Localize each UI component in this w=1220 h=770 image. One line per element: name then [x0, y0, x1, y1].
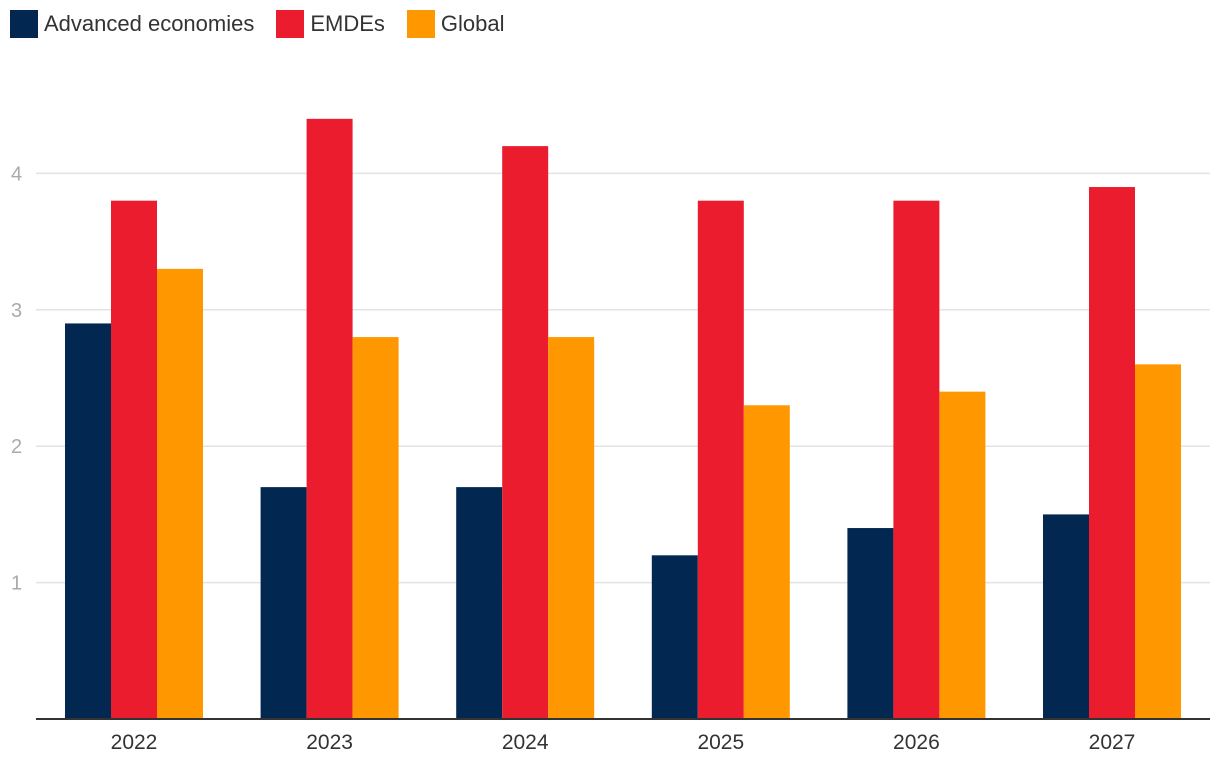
legend-label-advanced-economies: Advanced economies	[44, 11, 255, 36]
y-tick-label: 2	[11, 436, 22, 458]
x-tick-label: 2027	[1089, 731, 1136, 754]
y-tick-label: 3	[11, 300, 22, 322]
bar-advanced-economies-2025[interactable]	[651, 555, 698, 719]
x-tick-label: 2024	[502, 731, 549, 754]
bar-advanced-economies-2024[interactable]	[456, 487, 503, 719]
x-tick-label: 2026	[893, 731, 940, 754]
legend-item-advanced-economies[interactable]: Advanced economies	[10, 10, 254, 38]
bar-advanced-economies-2022[interactable]	[65, 323, 111, 719]
legend-item-emdes[interactable]: EMDEs	[276, 10, 385, 38]
bar-global-2026[interactable]	[939, 391, 986, 719]
bar-global-2027[interactable]	[1135, 364, 1181, 719]
bar-advanced-economies-2023[interactable]	[260, 487, 307, 719]
legend-item-global[interactable]: Global	[406, 10, 505, 38]
x-tick-label: 2025	[697, 731, 744, 754]
legend-swatch-advanced-economies	[10, 10, 38, 38]
y-tick-label: 4	[11, 163, 22, 185]
bar-emdes-2023[interactable]	[306, 118, 353, 720]
x-tick-label: 2022	[111, 731, 158, 754]
x-tick-label: 2023	[306, 731, 353, 754]
bar-advanced-economies-2026[interactable]	[847, 528, 894, 719]
legend-label-emdes: EMDEs	[310, 11, 385, 36]
legend-swatch-global	[406, 10, 435, 38]
bar-global-2024[interactable]	[548, 337, 595, 719]
bar-global-2023[interactable]	[352, 337, 399, 719]
chart-legend: Advanced economies EMDEs Global	[10, 8, 527, 40]
bar-advanced-economies-2027[interactable]	[1043, 514, 1089, 719]
bar-emdes-2024[interactable]	[502, 146, 549, 719]
bar-global-2025[interactable]	[743, 405, 790, 719]
legend-swatch-emdes	[276, 10, 305, 38]
bar-emdes-2026[interactable]	[893, 200, 940, 719]
bar-emdes-2022[interactable]	[111, 200, 157, 719]
y-tick-label: 1	[11, 573, 22, 595]
bar-global-2022[interactable]	[157, 268, 203, 719]
bar-emdes-2025[interactable]	[697, 200, 744, 719]
bar-emdes-2027[interactable]	[1089, 187, 1135, 720]
legend-label-global: Global	[440, 11, 505, 36]
